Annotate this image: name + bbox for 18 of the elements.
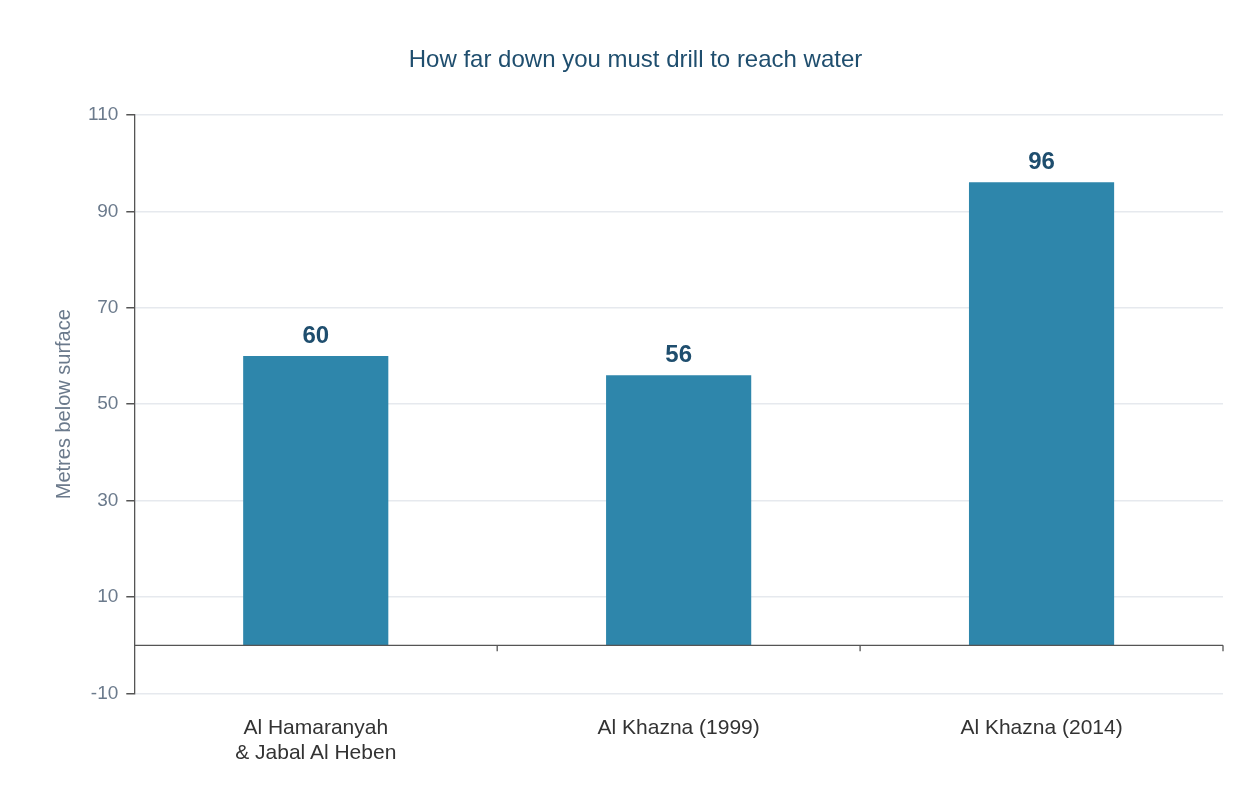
x-tick-label: Al Khazna (2014) — [960, 715, 1123, 738]
data-label: 60 — [302, 320, 330, 348]
x-tick-label: Al Hamaranyah & Jabal Al Heben — [235, 715, 397, 764]
chart-title: How far down you must drill to reach water — [408, 45, 863, 73]
y-tick-label: -10 — [90, 681, 119, 703]
data-label: 96 — [1028, 146, 1055, 174]
y-tick-label: 70 — [97, 295, 119, 317]
y-tick-label: 30 — [97, 488, 119, 510]
y-tick-label: 110 — [87, 103, 119, 125]
data-label: 56 — [665, 339, 692, 367]
bar — [243, 355, 389, 646]
y-tick-label: 90 — [97, 199, 119, 221]
bar — [606, 375, 752, 646]
y-tick-label: 50 — [97, 392, 119, 414]
bar — [968, 182, 1115, 646]
y-axis-title: Metres below surface — [51, 309, 74, 500]
x-tick-label: Al Khazna (1999) — [597, 715, 760, 738]
y-tick-label: 10 — [97, 585, 119, 607]
